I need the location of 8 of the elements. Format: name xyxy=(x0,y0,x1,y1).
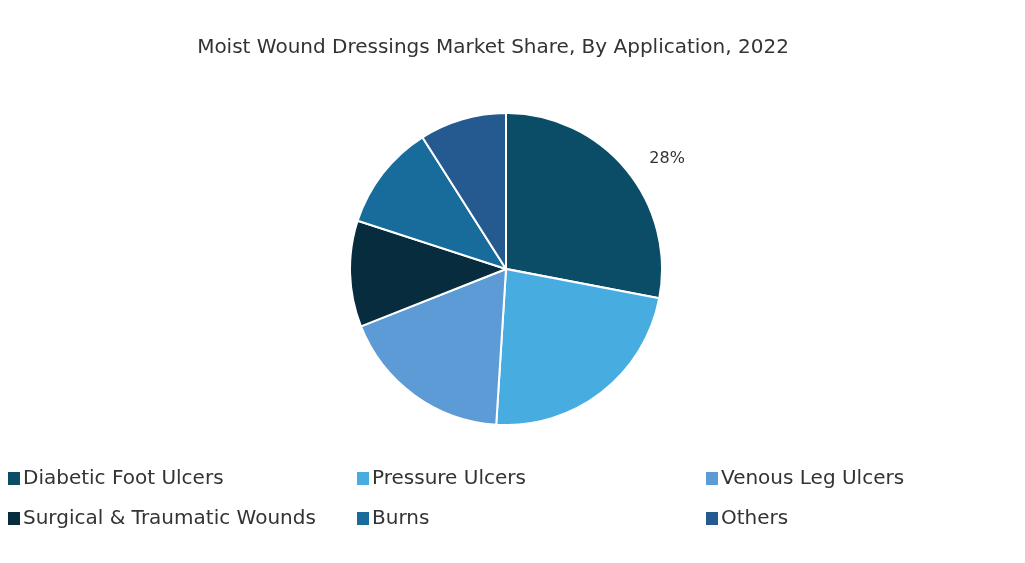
chart-title: Moist Wound Dressings Market Share, By Application, 2022 xyxy=(197,34,789,59)
legend-label: Pressure Ulcers xyxy=(372,465,526,490)
data-label: 28% xyxy=(649,147,685,167)
legend-label: Surgical & Traumatic Wounds xyxy=(23,505,316,530)
legend-label: Venous Leg Ulcers xyxy=(721,465,905,490)
legend-label: Others xyxy=(721,505,789,530)
legend-label: Burns xyxy=(372,505,430,530)
legend-label: Diabetic Foot Ulcers xyxy=(23,465,224,490)
